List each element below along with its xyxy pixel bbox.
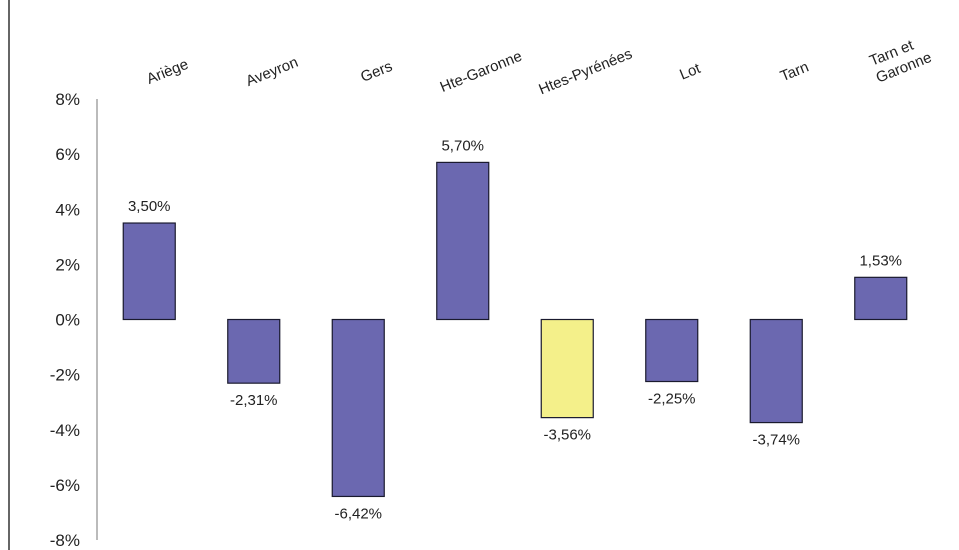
category-label: Htes-Pyrénées xyxy=(536,45,634,98)
svg-text:Htes-Pyrénées: Htes-Pyrénées xyxy=(536,45,634,98)
data-labels: 3,50% -2,31% -6,42% 5,70% -3,56% -2,25% -3,74%… xyxy=(128,137,902,522)
y-tick-label: 0% xyxy=(55,311,80,330)
data-label: 5,70% xyxy=(441,137,484,154)
y-tick-label: 4% xyxy=(55,200,80,219)
bar-4 xyxy=(436,161,490,321)
bar-1 xyxy=(122,222,176,321)
data-label: -2,31% xyxy=(230,392,278,409)
category-label: Tarn xyxy=(778,58,811,85)
bar-5 xyxy=(540,318,594,419)
data-label: -3,74% xyxy=(752,432,800,449)
y-tick-label: -6% xyxy=(50,476,80,495)
bar-7 xyxy=(749,318,803,424)
data-label: -2,25% xyxy=(648,391,696,408)
svg-text:Lot: Lot xyxy=(677,60,703,84)
y-axis-ticks: 8% 6% 4% 2% 0% -2% -4% -6% -8% xyxy=(50,90,80,550)
category-labels: Ariège Aveyron Gers Hte-Garonne Htes-Pyrénée… xyxy=(144,37,934,99)
svg-text:Gers: Gers xyxy=(358,58,395,86)
category-label: Ariège xyxy=(144,56,191,88)
gridlines xyxy=(96,98,933,541)
bars xyxy=(122,161,908,498)
svg-text:Tarn: Tarn xyxy=(778,58,811,85)
category-label: Aveyron xyxy=(243,54,300,90)
svg-text:Ariège: Ariège xyxy=(144,56,191,88)
svg-text:Aveyron: Aveyron xyxy=(243,54,300,90)
y-tick-label: -2% xyxy=(50,366,80,385)
y-tick-label: 6% xyxy=(55,145,80,164)
category-label: Lot xyxy=(677,60,703,84)
y-tick-label: 8% xyxy=(55,90,80,109)
category-label: Gers xyxy=(358,58,395,86)
y-tick-label: -8% xyxy=(50,531,80,550)
data-label: -3,56% xyxy=(543,427,591,444)
svg-text:Hte-Garonne: Hte-Garonne xyxy=(438,48,525,96)
bar-6 xyxy=(645,318,699,383)
bar-3 xyxy=(331,318,385,498)
bar-8 xyxy=(854,276,908,321)
bar-2 xyxy=(227,318,281,384)
y-tick-label: 2% xyxy=(55,255,80,274)
data-label: -6,42% xyxy=(334,505,382,522)
y-tick-label: -4% xyxy=(50,421,80,440)
category-label: Hte-Garonne xyxy=(438,48,525,96)
data-label: 1,53% xyxy=(859,252,902,269)
data-label: 3,50% xyxy=(128,198,171,215)
